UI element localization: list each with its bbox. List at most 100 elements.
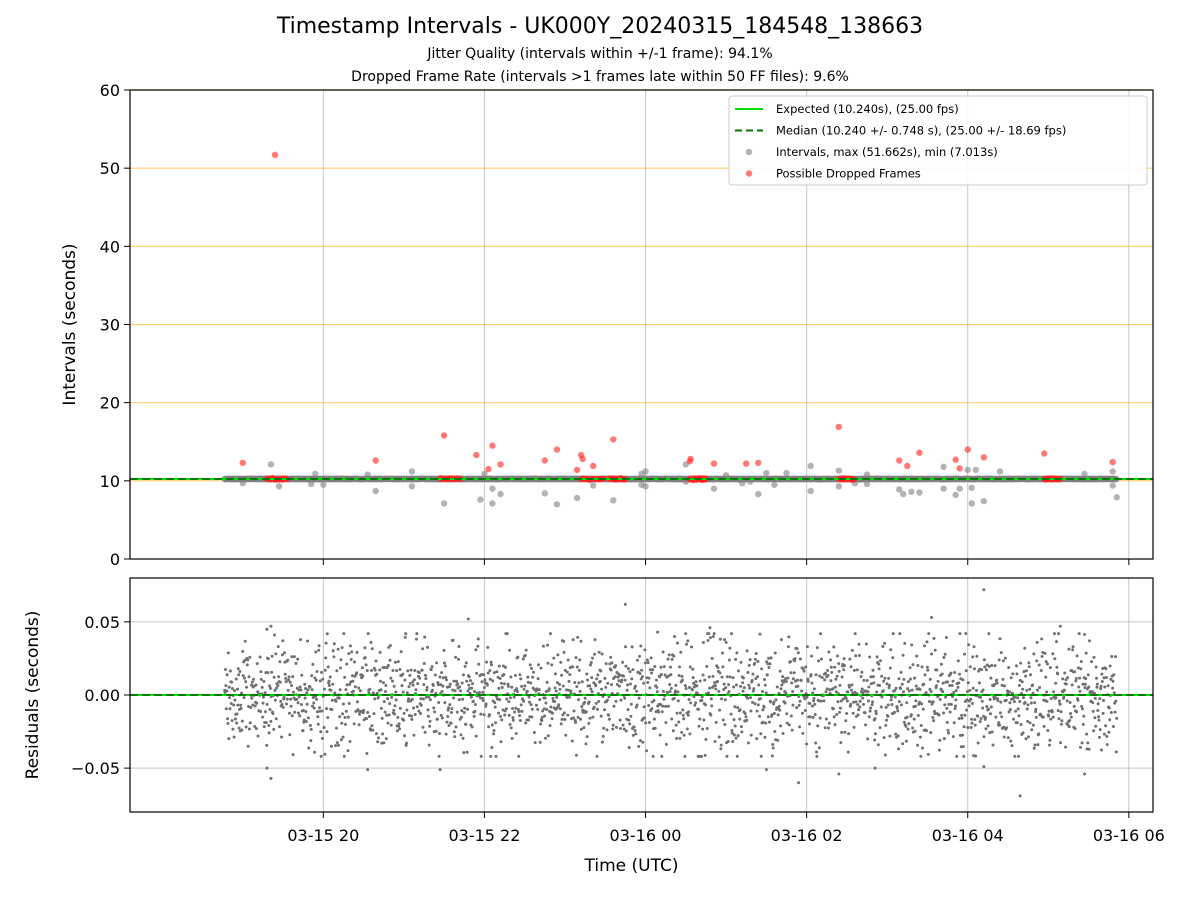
residual-point (628, 670, 632, 674)
residual-point (728, 646, 732, 650)
residual-point (785, 712, 789, 716)
residual-point (718, 671, 722, 675)
residual-point (235, 721, 239, 725)
residual-point (723, 698, 727, 702)
residual-point (536, 707, 540, 711)
residual-point (332, 642, 336, 646)
residual-point (733, 724, 737, 728)
residual-point (753, 657, 757, 661)
residual-point (1007, 690, 1011, 694)
legend-entry: Median (10.240 +/- 0.748 s), (25.00 +/- … (735, 124, 1066, 138)
residual-point (922, 682, 926, 686)
residual-point (701, 641, 705, 645)
residual-point (479, 754, 483, 758)
interval-point (783, 469, 790, 477)
residual-point (993, 664, 997, 668)
residual-point (763, 735, 767, 739)
residual-point (1056, 709, 1060, 713)
interval-point (364, 471, 371, 478)
residual-point (1076, 698, 1080, 702)
residual-point (700, 695, 704, 699)
residual-point (833, 665, 837, 669)
residual-point (299, 688, 303, 692)
residual-point (288, 733, 292, 737)
residual-point (541, 709, 545, 713)
residual-point (971, 655, 975, 659)
residual-point (481, 699, 485, 703)
residual-point (284, 676, 288, 680)
residual-point (421, 647, 425, 651)
residual-point (890, 703, 894, 707)
residual-point (290, 714, 294, 718)
interval-point (308, 480, 315, 488)
residual-point (504, 665, 508, 669)
residual-point (462, 751, 466, 755)
dropped-frame-point (553, 446, 561, 453)
residual-point (292, 655, 296, 659)
residual-point (1009, 676, 1013, 680)
residual-point (956, 659, 960, 663)
residual-point (453, 689, 457, 693)
residual-point (307, 746, 311, 750)
residual-point (751, 689, 755, 693)
y-tick-label: 0.05 (84, 613, 120, 632)
residual-point (587, 721, 591, 725)
residual-point (622, 727, 626, 731)
residual-point (1098, 728, 1102, 732)
residual-point (624, 664, 628, 668)
residual-point (805, 742, 809, 746)
residual-point (228, 696, 232, 700)
residual-point (233, 698, 237, 702)
residual-point (765, 673, 769, 677)
residual-point (449, 710, 453, 714)
residual-point (700, 698, 704, 702)
dropped-frame-point (755, 459, 762, 467)
residual-point (577, 698, 581, 702)
residual-point (1026, 719, 1030, 723)
residual-point (874, 712, 878, 716)
residual-point (806, 679, 810, 683)
residual-point (1108, 718, 1112, 722)
residual-point (281, 639, 285, 643)
residual-point (769, 700, 773, 704)
residual-point (1058, 702, 1062, 706)
residual-point (1036, 743, 1040, 747)
residual-point (613, 675, 617, 679)
residual-point (711, 634, 715, 638)
residual-point (538, 740, 542, 744)
interval-point (908, 488, 915, 495)
residual-point (264, 721, 268, 725)
residual-point (591, 656, 595, 660)
residual-point (835, 713, 839, 717)
residual-point (412, 733, 416, 737)
residual-point (1052, 632, 1056, 636)
residual-point (855, 668, 859, 672)
residual-point (531, 675, 535, 679)
residual-point (317, 648, 321, 652)
residual-point (979, 668, 983, 672)
residual-point (254, 683, 258, 687)
residual-point (650, 671, 654, 675)
residual-point (626, 683, 630, 687)
residual-point (1000, 683, 1004, 687)
residual-point (559, 660, 563, 664)
residual-point (999, 700, 1003, 704)
residual-point (258, 655, 262, 659)
residual-point (484, 704, 488, 708)
residual-point (1037, 663, 1041, 667)
residual-point (553, 700, 557, 704)
residual-point (752, 687, 756, 691)
residual-point (595, 754, 599, 758)
residual-point (757, 683, 761, 687)
residual-point (984, 716, 988, 720)
residual-point (718, 637, 722, 641)
residual-point (936, 679, 940, 683)
residual-point (235, 712, 239, 716)
residual-point (999, 651, 1003, 655)
residual-point (681, 708, 685, 712)
residual-point (588, 716, 592, 720)
residual-point (744, 715, 748, 719)
residual-point (503, 713, 507, 717)
residual-point (708, 636, 712, 640)
residual-point (348, 739, 352, 743)
